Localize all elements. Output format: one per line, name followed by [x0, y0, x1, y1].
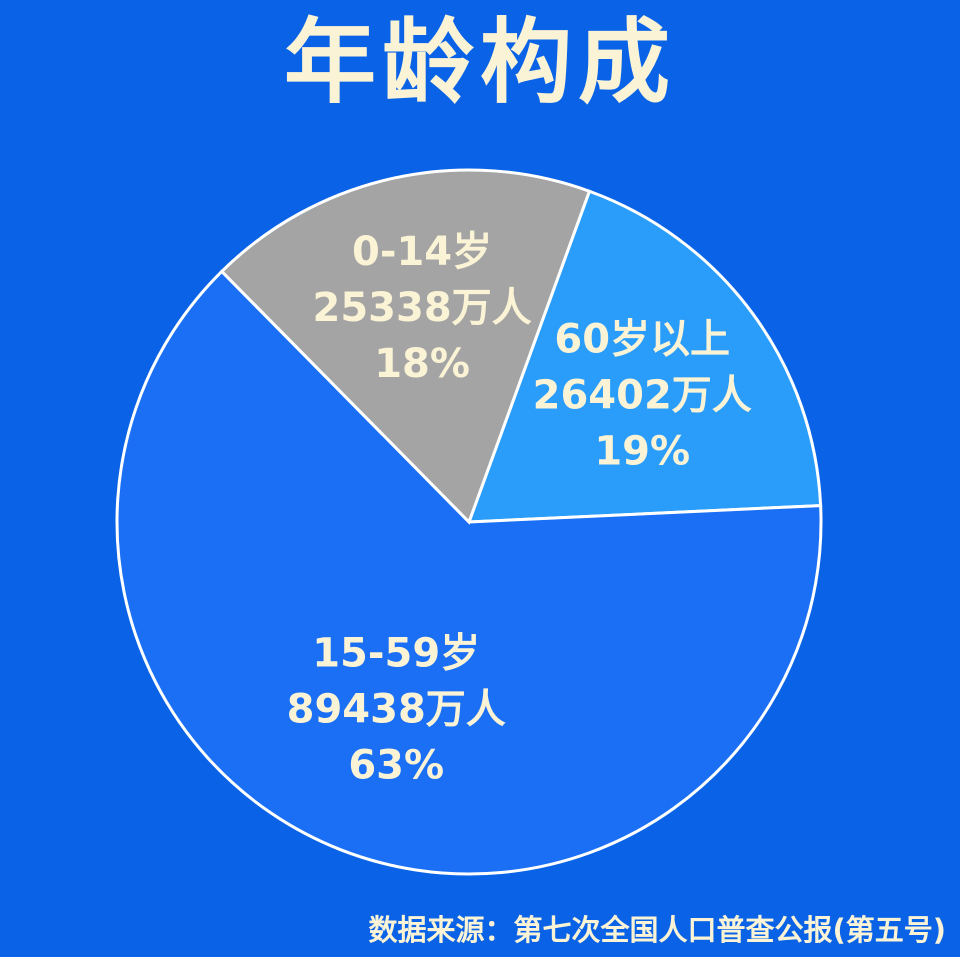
pie-slices [115, 168, 823, 876]
pie-labels: 60岁以上 26402万人 19% 15-59岁 89438万人 63% 0-14岁 2533… [287, 229, 752, 788]
slice-name-label: 0-14岁 [352, 229, 492, 275]
slice-percent-label: 63% [348, 742, 444, 788]
slice-value-label: 89438万人 [287, 686, 506, 732]
slice-name-label: 15-59岁 [312, 630, 480, 676]
slice-percent-label: 18% [374, 341, 470, 387]
slice-value-label: 26402万人 [533, 373, 752, 419]
slice-percent-label: 19% [594, 429, 690, 475]
data-source-note: 数据来源：第七次全国人口普查公报(第五号) [368, 913, 946, 947]
slice-value-label: 25338万人 [313, 285, 532, 331]
pie-slice [115, 269, 823, 876]
pie-slice [219, 168, 592, 525]
slice-name-label: 60岁以上 [554, 317, 730, 363]
pie-slice [466, 189, 823, 524]
chart-title: 年龄构成 [283, 9, 676, 116]
